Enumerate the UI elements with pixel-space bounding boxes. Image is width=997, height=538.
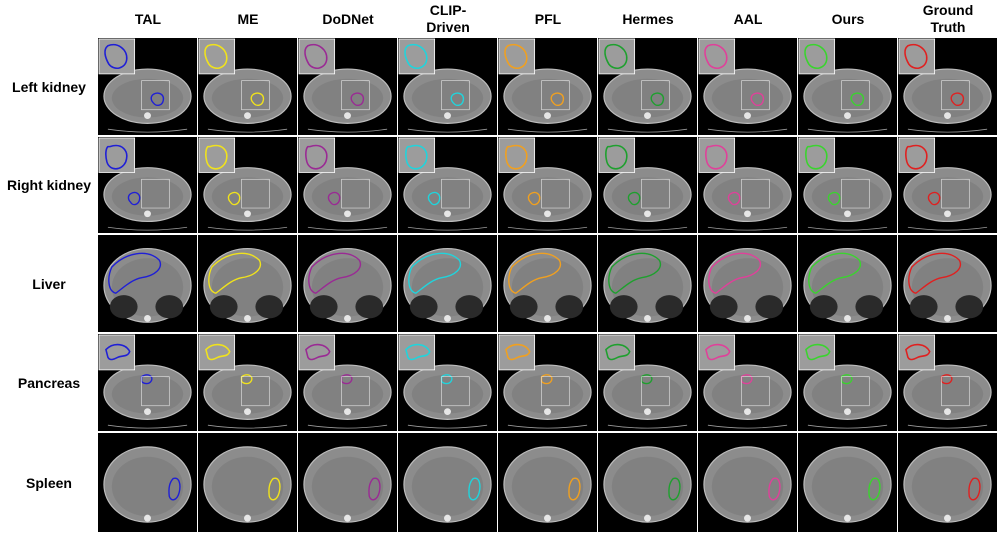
ct-slice-image: [598, 137, 697, 233]
ct-slice-image: [98, 235, 197, 332]
ct-slice-image: [798, 137, 897, 233]
ct-slice-image: [398, 433, 497, 532]
ct-slice-image: [698, 334, 797, 431]
ct-slice-image: [898, 235, 997, 332]
column-header: Ground Truth: [898, 0, 997, 38]
ct-slice-image: [798, 433, 897, 532]
ct-slice-image: [498, 334, 597, 431]
ct-slice-image: [198, 137, 297, 233]
ct-slice-image: [598, 334, 697, 431]
column-header: AAL: [698, 0, 798, 38]
ct-slice-image: [698, 38, 797, 135]
row-label: Pancreas: [0, 334, 98, 431]
ct-slice-image: [798, 38, 897, 135]
column-header: Ours: [798, 0, 898, 38]
ct-slice-image: [98, 433, 197, 532]
ct-slice-image: [698, 433, 797, 532]
ct-slice-image: [898, 334, 997, 431]
ct-slice-image: [298, 235, 397, 332]
ct-slice-image: [98, 334, 197, 431]
ct-slice-image: [898, 137, 997, 233]
row-label: Right kidney: [0, 137, 98, 233]
ct-slice-image: [698, 235, 797, 332]
ct-slice-image: [498, 235, 597, 332]
ct-slice-image: [798, 235, 897, 332]
ct-slice-image: [198, 235, 297, 332]
column-header: DoDNet: [298, 0, 398, 38]
ct-slice-image: [98, 137, 197, 233]
ct-slice-image: [598, 38, 697, 135]
ct-slice-image: [398, 38, 497, 135]
ct-slice-image: [798, 334, 897, 431]
row-label: Spleen: [0, 433, 98, 532]
ct-slice-image: [298, 334, 397, 431]
ct-slice-image: [498, 137, 597, 233]
ct-slice-image: [398, 137, 497, 233]
ct-slice-image: [298, 433, 397, 532]
ct-slice-image: [498, 38, 597, 135]
column-header: CLIP- Driven: [398, 0, 498, 38]
ct-slice-image: [98, 38, 197, 135]
ct-slice-image: [898, 38, 997, 135]
ct-slice-image: [698, 137, 797, 233]
ct-slice-image: [198, 433, 297, 532]
ct-slice-image: [898, 433, 997, 532]
column-header: TAL: [98, 0, 198, 38]
ct-slice-image: [298, 38, 397, 135]
row-label: Left kidney: [0, 38, 98, 135]
ct-slice-image: [498, 433, 597, 532]
column-header: PFL: [498, 0, 598, 38]
column-header: Hermes: [598, 0, 698, 38]
ct-slice-image: [398, 235, 497, 332]
ct-slice-image: [598, 433, 697, 532]
row-label: Liver: [0, 235, 98, 332]
ct-slice-image: [398, 334, 497, 431]
ct-slice-image: [198, 334, 297, 431]
ct-slice-image: [298, 137, 397, 233]
column-header: ME: [198, 0, 298, 38]
ct-slice-image: [598, 235, 697, 332]
ct-slice-image: [198, 38, 297, 135]
